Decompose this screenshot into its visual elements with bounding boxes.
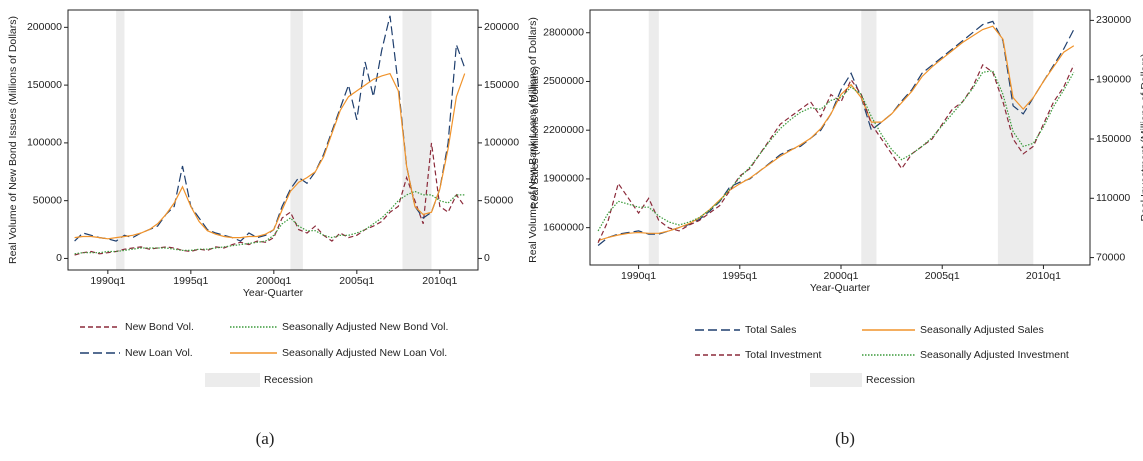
- x-tick-label: 2010q1: [1026, 270, 1061, 282]
- y-axis-label: Real Volume of New Bond Issues (Millions…: [7, 16, 19, 264]
- legend-label: Recession: [264, 374, 313, 386]
- recession-band: [116, 10, 125, 270]
- y2-axis-label: Real Volume of New Bank Loans (Millions …: [527, 17, 539, 263]
- x-tick-label: 2000q1: [256, 275, 291, 287]
- legend-swatch: [205, 373, 260, 387]
- series-line: [74, 72, 466, 240]
- y2-tick-label: 100000: [484, 137, 519, 149]
- plot-frame: [589, 9, 1091, 266]
- legend-label: Seasonally Adjusted New Loan Vol.: [282, 347, 447, 359]
- plot-frame: [67, 9, 479, 271]
- y-tick-label: 0: [56, 252, 62, 264]
- x-tick-label: 1990q1: [621, 270, 656, 282]
- legend-label: Seasonally Adjusted Sales: [920, 324, 1044, 336]
- x-tick-label: 2000q1: [823, 270, 858, 282]
- series-line: [597, 25, 1075, 242]
- x-tick-label: 2005q1: [925, 270, 960, 282]
- y2-tick-label: 190000: [1096, 73, 1131, 85]
- y2-tick-label: 0: [484, 252, 490, 264]
- y2-tick-label: 70000: [1096, 251, 1125, 263]
- y-tick-label: 150000: [27, 79, 62, 91]
- y2-tick-label: 50000: [484, 194, 513, 206]
- y-tick-label: 2800000: [543, 27, 584, 39]
- series-line: [597, 63, 1075, 244]
- x-tick-label: 2010q1: [422, 275, 457, 287]
- recession-band: [861, 10, 877, 265]
- y2-tick-label: 230000: [1096, 14, 1131, 26]
- y2-tick-label: 150000: [1096, 133, 1131, 145]
- legend-swatch: [810, 373, 862, 387]
- x-axis-label: Year-Quarter: [810, 282, 871, 294]
- caption: (a): [256, 429, 275, 448]
- y2-tick-label: 110000: [1096, 192, 1130, 204]
- legend-label: Total Investment: [745, 349, 822, 361]
- legend-label: Recession: [866, 374, 915, 386]
- series-line: [74, 142, 466, 256]
- y-tick-label: 100000: [27, 137, 62, 149]
- y-axis-label: Real Sales (Millions of Dollars): [529, 66, 541, 209]
- x-axis-label: Year-Quarter: [243, 287, 304, 299]
- recession-band: [648, 10, 659, 265]
- legend-label: New Bond Vol.: [125, 321, 194, 333]
- y-tick-label: 200000: [27, 21, 62, 33]
- series-line: [74, 190, 465, 255]
- y-tick-label: 50000: [33, 194, 62, 206]
- legend-label: Seasonally Adjusted New Bond Vol.: [282, 321, 448, 333]
- x-tick-label: 1995q1: [722, 270, 757, 282]
- legend-label: Seasonally Adjusted Investment: [920, 349, 1069, 361]
- y-tick-label: 2200000: [543, 124, 584, 136]
- y2-tick-label: 200000: [484, 21, 519, 33]
- y2-axis-label: Real Investment (Millions of Dollars): [1139, 53, 1143, 221]
- y-tick-label: 1600000: [543, 221, 584, 233]
- x-tick-label: 1990q1: [90, 275, 125, 287]
- y-tick-label: 1900000: [543, 173, 584, 185]
- caption: (b): [835, 429, 855, 448]
- legend-label: Total Sales: [745, 324, 796, 336]
- x-tick-label: 2005q1: [339, 275, 374, 287]
- y-tick-label: 2500000: [543, 75, 584, 87]
- recession-band: [997, 10, 1034, 265]
- legend-label: New Loan Vol.: [125, 347, 193, 359]
- recession-band: [402, 10, 432, 270]
- y2-tick-label: 150000: [484, 79, 519, 91]
- x-tick-label: 1995q1: [173, 275, 208, 287]
- recession-band: [290, 10, 303, 270]
- series-line: [597, 70, 1075, 232]
